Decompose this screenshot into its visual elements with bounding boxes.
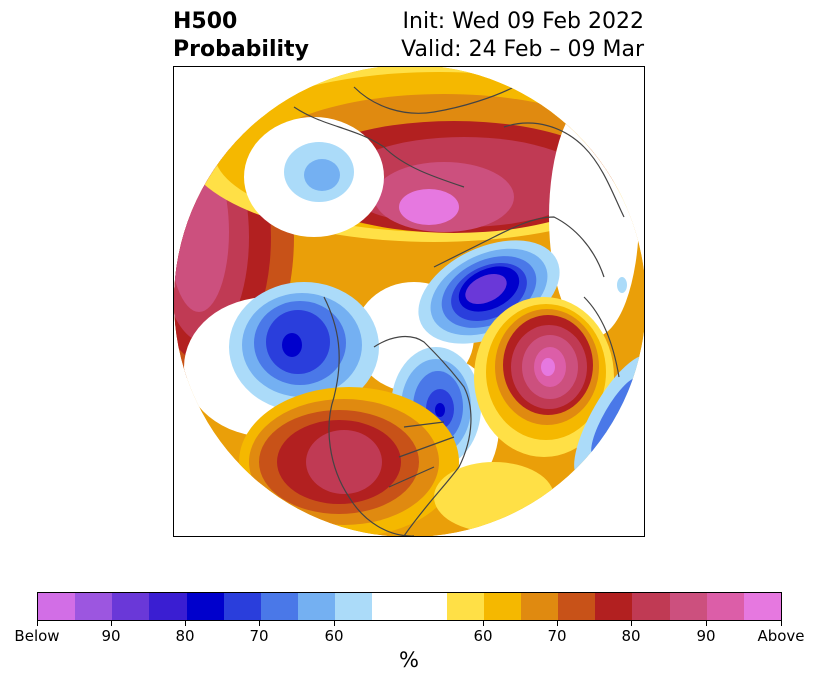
colorbar-tick: [706, 621, 707, 626]
colorbar-segment: [669, 593, 707, 620]
colorbar-tick: [37, 621, 38, 626]
colorbar-segment: [558, 593, 596, 620]
colorbar-tick-label: 70: [249, 627, 269, 645]
colorbar-segment: [632, 593, 670, 620]
colorbar-segment: [75, 593, 113, 620]
colorbar-segment: [149, 593, 187, 620]
title-line-1: H500: [173, 9, 238, 34]
colorbar-tick-label: 80: [175, 627, 195, 645]
alaska-negative-anomaly: [284, 142, 354, 202]
colorbar-tick: [557, 621, 558, 626]
pacific-negative-anomaly: [229, 282, 379, 412]
colorbar-segment: [186, 593, 224, 620]
colorbar-segment: [372, 593, 447, 620]
probability-map: [174, 67, 644, 536]
colorbar-tick: [185, 621, 186, 626]
colorbar-tick-label: 70: [547, 627, 567, 645]
title-line-2: Probability: [173, 37, 309, 62]
colorbar-segment: [743, 593, 782, 620]
colorbar-tick: [631, 621, 632, 626]
colorbar-segment: [706, 593, 744, 620]
colorbar-tick-label: Above: [757, 627, 805, 645]
colorbar-segment: [223, 593, 261, 620]
atlantic-positive-anomaly: [474, 297, 614, 457]
colorbar-segment: [335, 593, 373, 620]
colorbar-segment: [483, 593, 522, 620]
colorbar-tick-label: 60: [324, 627, 344, 645]
colorbar: [37, 592, 782, 621]
colorbar-segment: [38, 593, 76, 620]
colorbar-segment: [595, 593, 633, 620]
colorbar-tick-label: 90: [101, 627, 121, 645]
colorbar-segment: [112, 593, 150, 620]
colorbar-tick: [111, 621, 112, 626]
init-date: Init: Wed 09 Feb 2022: [402, 9, 644, 34]
colorbar-tick-label: 60: [473, 627, 493, 645]
colorbar-tick: [781, 621, 782, 626]
colorbar-segment: [260, 593, 299, 620]
colorbar-tick: [334, 621, 335, 626]
colorbar-unit-label: %: [399, 648, 419, 672]
colorbar-tick-label: 80: [621, 627, 641, 645]
colorbar-tick: [259, 621, 260, 626]
southwest-positive-anomaly: [239, 387, 459, 536]
colorbar-tick: [483, 621, 484, 626]
colorbar-segment: [298, 593, 336, 620]
chart-title: H500 Probability: [173, 8, 309, 64]
colorbar-segment: [446, 593, 484, 620]
colorbar-tick-label: Below: [14, 627, 60, 645]
colorbar-tick-label: 90: [696, 627, 716, 645]
date-info: Init: Wed 09 Feb 2022 Valid: 24 Feb – 09…: [401, 8, 644, 64]
coastlines: [293, 86, 625, 536]
colorbar-segment: [521, 593, 559, 620]
map-panel: [173, 66, 645, 537]
valid-range: Valid: 24 Feb – 09 Mar: [401, 37, 644, 62]
